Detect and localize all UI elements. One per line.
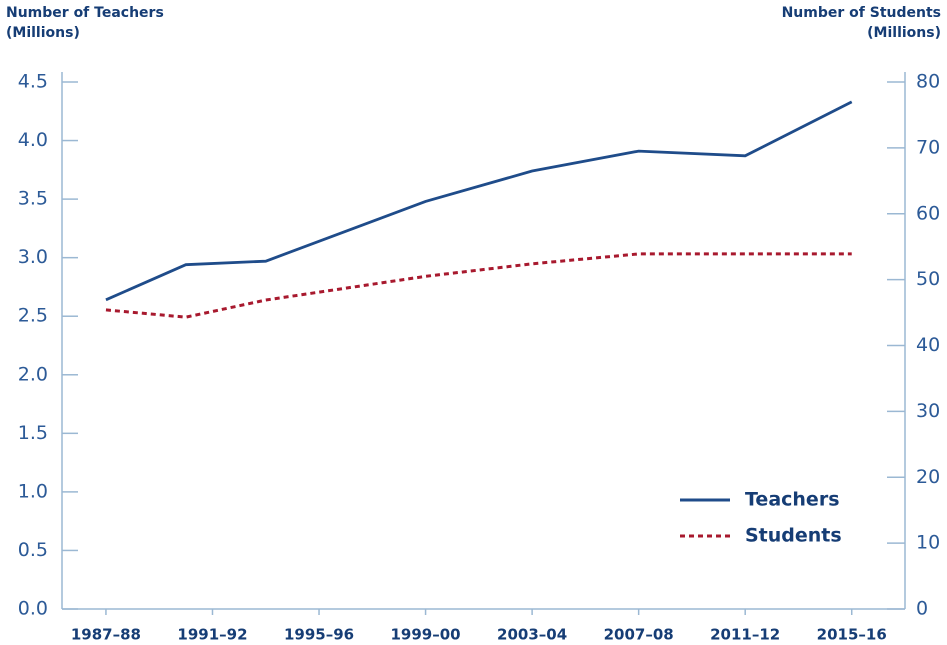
y2-tick-label: 40: [916, 334, 940, 356]
legend-label: Students: [745, 525, 842, 547]
x-tick-label: 2003–04: [497, 626, 567, 644]
y-tick-label: 1.0: [18, 480, 48, 502]
y2-axis-title: (Millions): [867, 25, 941, 41]
y-tick-label: 2.0: [18, 363, 48, 385]
series-line: [105, 252, 852, 319]
y2-tick-label: 50: [916, 268, 940, 290]
x-tick-label: 2007–08: [604, 626, 674, 644]
y2-axis-title: Number of Students: [782, 5, 941, 21]
y2-tick-label: 80: [916, 71, 940, 93]
y2-tick-label: 70: [916, 136, 940, 158]
y-axis-title: (Millions): [6, 25, 80, 41]
y-tick-label: 3.0: [18, 246, 48, 268]
y-tick-label: 4.0: [18, 129, 48, 151]
y-tick-label: 3.5: [18, 188, 48, 210]
y2-tick-label: 10: [916, 532, 940, 554]
y-tick-label: 0.5: [18, 539, 48, 561]
y-axis-title: Number of Teachers: [6, 5, 164, 21]
y-tick-label: 0.0: [18, 598, 48, 620]
y-tick-label: 1.5: [18, 422, 48, 444]
x-tick-label: 1987–88: [71, 626, 141, 644]
y2-tick-label: 30: [916, 400, 940, 422]
series-line: [105, 100, 853, 302]
y2-tick-label: 0: [916, 598, 928, 620]
x-tick-label: 1991–92: [177, 626, 247, 644]
x-tick-label: 2011–12: [710, 626, 780, 644]
y-tick-label: 2.5: [18, 305, 48, 327]
x-tick-label: 2015–16: [817, 626, 887, 644]
y2-tick-label: 60: [916, 202, 940, 224]
legend-label: Teachers: [745, 489, 840, 511]
x-tick-label: 1995–96: [284, 626, 354, 644]
y2-tick-label: 20: [916, 466, 940, 488]
x-tick-label: 1999–00: [391, 626, 461, 644]
y-tick-label: 4.5: [18, 71, 48, 93]
